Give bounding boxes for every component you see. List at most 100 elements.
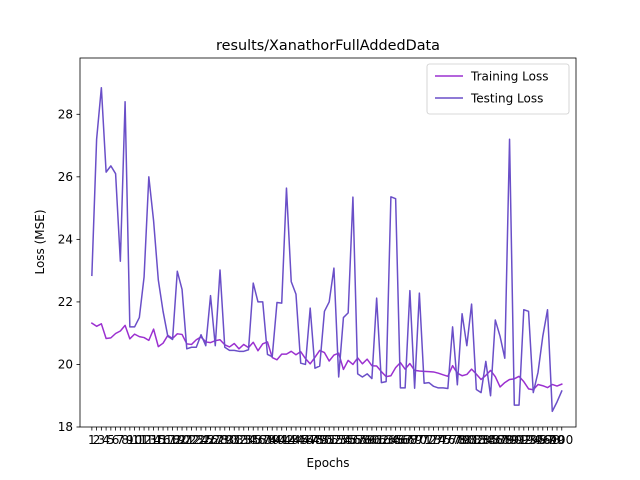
x-tick-label: 13 [141,433,156,447]
x-tick-label: 99 [549,433,564,447]
x-tick-label: 57 [350,433,365,447]
x-tick-label: 20 [174,433,189,447]
legend-label: Testing Loss [470,92,543,106]
x-tick-label: 94 [526,433,541,447]
x-tick-label: 93 [521,433,536,447]
x-tick-label: 2 [93,433,101,447]
x-tick-label: 30 [222,433,237,447]
legend-label: Training Loss [470,70,548,84]
legend: Training Loss Testing Loss [426,63,570,115]
x-tick-label: 65 [388,433,403,447]
x-tick-label: 52 [326,433,341,447]
x-tick-label: 53 [331,433,346,447]
x-tick-label: 80 [459,433,474,447]
x-tick-label: 78 [450,433,465,447]
x-axis-label: Epochs [307,456,350,470]
y-tick-label: 22 [58,295,73,309]
x-tick-label: 35 [246,433,261,447]
x-tick-label: 61 [369,433,384,447]
x-tick-label: 37 [255,433,270,447]
x-tick-label: 8 [121,433,129,447]
x-tick-label: 12 [136,433,151,447]
series-line-testing-loss [91,86,563,413]
x-tick-label: 48 [307,433,322,447]
x-tick-label: 10 [127,433,142,447]
x-tick-label: 92 [516,433,531,447]
x-tick-label: 39 [265,433,280,447]
x-tick-label: 11 [132,433,147,447]
x-tick-label: 31 [227,433,242,447]
x-tick-label: 88 [497,433,512,447]
x-tick-label: 1 [88,433,96,447]
x-tick-label: 51 [322,433,337,447]
x-tick-label: 84 [478,433,493,447]
x-tick-label: 77 [445,433,460,447]
x-tick-label: 17 [160,433,175,447]
x-tick-label: 67 [397,433,412,447]
x-tick-label: 16 [155,433,170,447]
x-tick-label: 89 [502,433,517,447]
x-tick-label: 66 [393,433,408,447]
x-tick-label: 23 [189,433,204,447]
x-tick-label: 7 [117,433,125,447]
x-tick-label: 36 [250,433,265,447]
x-tick-label: 96 [535,433,550,447]
x-tick-label: 6 [112,433,120,447]
x-tick-label: 18 [165,433,180,447]
y-tick-label: 28 [58,107,73,121]
x-tick-label: 70 [412,433,427,447]
x-tick-label: 28 [212,433,227,447]
plot-frame [79,57,577,428]
x-tick-label: 97 [540,433,555,447]
x-tick-label: 72 [421,433,436,447]
x-tick-label: 9 [126,433,134,447]
x-tick-label: 68 [402,433,417,447]
x-tick-label: 22 [184,433,199,447]
x-tick-label: 98 [545,433,560,447]
x-tick-label: 69 [407,433,422,447]
x-tick-label: 45 [293,433,308,447]
series-layer [90,86,563,413]
x-tick-label: 42 [279,433,294,447]
x-tick-label: 49 [312,433,327,447]
x-tick-label: 59 [360,433,375,447]
x-tick-label: 46 [298,433,313,447]
x-tick-label: 3 [98,433,106,447]
x-tick-label: 54 [336,433,351,447]
x-tick-label: 43 [284,433,299,447]
x-tick-label: 64 [383,433,398,447]
x-tick-label: 76 [440,433,455,447]
y-tick-label: 24 [58,232,73,246]
x-tick-label: 15 [151,433,166,447]
x-tick-label: 19 [170,433,185,447]
x-tick-label: 25 [198,433,213,447]
x-tick-label: 81 [464,433,479,447]
y-axis-label: Loss (MSE) [33,209,47,274]
x-tick-label: 63 [379,433,394,447]
x-tick-label: 83 [473,433,488,447]
x-tick-label: 4 [102,433,110,447]
x-tick-label: 73 [426,433,441,447]
x-tick-label: 82 [469,433,484,447]
x-tick-label: 75 [435,433,450,447]
x-tick-label: 71 [416,433,431,447]
x-tick-label: 86 [488,433,503,447]
x-tick-label: 41 [274,433,289,447]
chart-title: results/XanathorFullAddedData [216,38,440,54]
x-tick-label: 32 [231,433,246,447]
x-tick-label: 55 [341,433,356,447]
axes-layer: 1820222426281234567891011121314151617181… [58,57,577,447]
y-tick-label: 18 [58,420,73,434]
x-tick-label: 33 [236,433,251,447]
x-tick-label: 100 [550,433,573,447]
x-tick-label: 5 [107,433,115,447]
x-tick-label: 47 [303,433,318,447]
x-tick-label: 74 [431,433,446,447]
x-tick-label: 85 [483,433,498,447]
x-tick-label: 21 [179,433,194,447]
x-tick-label: 27 [208,433,223,447]
x-tick-label: 62 [374,433,389,447]
x-tick-label: 29 [217,433,232,447]
y-tick-label: 20 [58,357,73,371]
x-tick-label: 24 [193,433,208,447]
